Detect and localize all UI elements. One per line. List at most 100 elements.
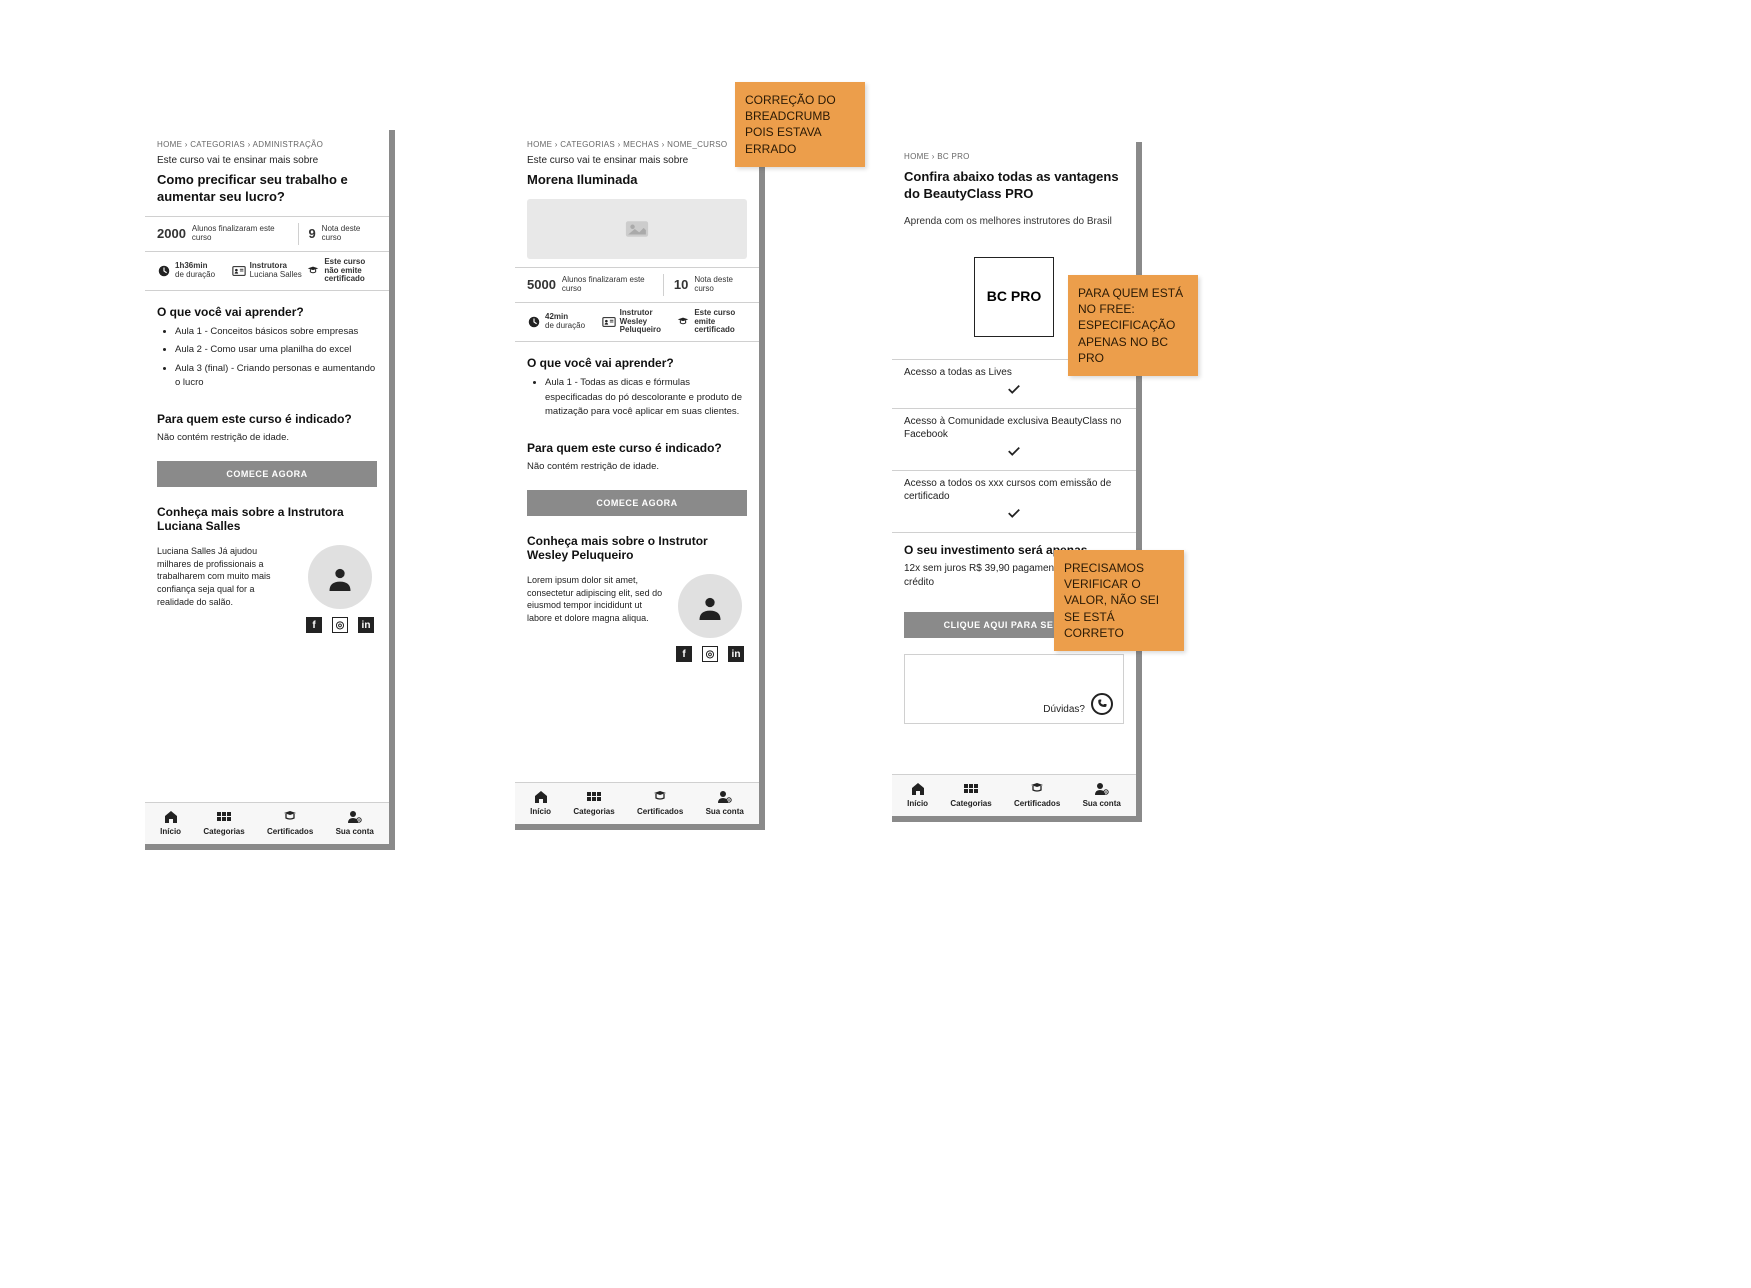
bottom-nav: Início Categorias Certificados Sua conta [892,774,1136,816]
rating-label: Nota deste curso [322,225,377,243]
learn-heading: O que você vai aprender? [145,291,389,325]
grid-icon [216,809,232,825]
linkedin-icon[interactable]: in [728,646,744,662]
grid-icon [586,789,602,805]
instructor-heading: Conheça mais sobre a Instrutora Luciana … [145,495,389,539]
grad-cap-icon [652,789,668,805]
benefit-item: Acesso a todos os xxx cursos com emissão… [892,470,1136,532]
nav-certificates[interactable]: Certificados [1014,781,1060,808]
intro-text: Este curso vai te ensinar mais sobre [145,155,389,170]
facebook-icon[interactable]: f [676,646,692,662]
whatsapp-icon[interactable] [1091,693,1113,715]
lesson-list: Aula 1 - Todas as dicas e fórmulas espec… [515,376,759,431]
audience-text: Não contém restrição de idade. [515,461,759,482]
page-subtitle: Aprenda com os melhores instrutores do B… [892,213,1136,239]
sticky-note[interactable]: CORREÇÃO DO BREADCRUMB POIS ESTAVA ERRAD… [735,82,865,167]
certificate-icon [306,264,320,278]
course-stats: 2000 Alunos finalizaram este curso 9 Not… [145,216,389,252]
instagram-icon[interactable]: ◎ [332,617,348,633]
home-icon [163,809,179,825]
lesson-list: Aula 1 - Conceitos básicos sobre empresa… [145,325,389,402]
bcpro-badge: BC PRO [974,257,1054,337]
instructor-bio: Luciana Salles Já ajudou milhares de pro… [157,545,293,633]
clock-icon [157,264,171,278]
list-item: Aula 3 (final) - Criando personas e aume… [175,362,377,391]
nav-home[interactable]: Início [160,809,181,836]
nav-categories[interactable]: Categorias [203,809,244,836]
avatar [678,574,742,638]
breadcrumb[interactable]: HOME › CATEGORIAS › MECHAS › NOME_CURSO [515,130,759,155]
instructor-icon [602,315,616,329]
start-now-button[interactable]: COMECE AGORA [527,490,747,516]
user-gear-icon [717,789,733,805]
avatar [308,545,372,609]
students-count: 2000 [157,226,186,241]
benefit-item: Acesso à Comunidade exclusiva BeautyClas… [892,408,1136,470]
learn-heading: O que você vai aprender? [515,342,759,376]
certificate-icon [676,315,690,329]
page-title: Confira abaixo todas as vantagens do Bea… [892,167,1136,213]
instructor-box: Luciana Salles Já ajudou milhares de pro… [145,539,389,645]
rating-count: 9 [308,226,315,241]
course-title: Morena Iluminada [515,170,759,199]
grid-icon [963,781,979,797]
sticky-note[interactable]: PRECISAMOS VERIFICAR O VALOR, NÃO SEI SE… [1054,550,1184,651]
user-icon [696,592,724,620]
course-stats: 5000 Alunos finalizaram este curso 10 No… [515,267,759,303]
audience-heading: Para quem este curso é indicado? [145,402,389,432]
user-gear-icon [1094,781,1110,797]
course-image-placeholder [527,199,747,259]
nav-account[interactable]: Sua conta [336,809,374,836]
intro-text: Este curso vai te ensinar mais sobre [515,155,759,170]
image-icon [623,219,651,239]
students-label: Alunos finalizaram este curso [562,276,653,294]
doubts-label: Dúvidas? [1043,704,1085,715]
instructor-box: Lorem ipsum dolor sit amet, consectetur … [515,568,759,674]
social-links: f ◎ in [306,617,374,633]
nav-account[interactable]: Sua conta [1083,781,1121,808]
instructor-heading: Conheça mais sobre o Instrutor Wesley Pe… [515,524,759,568]
nav-account[interactable]: Sua conta [706,789,744,816]
audience-heading: Para quem este curso é indicado? [515,431,759,461]
list-item: Aula 1 - Conceitos básicos sobre empresa… [175,325,377,339]
list-item: Aula 1 - Todas as dicas e fórmulas espec… [545,376,747,419]
home-icon [910,781,926,797]
check-icon [1007,383,1021,397]
nav-home[interactable]: Início [530,789,551,816]
instructor-icon [232,264,246,278]
course-title: Como precificar seu trabalho e aumentar … [145,170,389,216]
start-now-button[interactable]: COMECE AGORA [157,461,377,487]
breadcrumb[interactable]: HOME › BC PRO [892,142,1136,167]
check-icon [1007,507,1021,521]
social-links: f ◎ in [676,646,744,662]
home-icon [533,789,549,805]
rating-count: 10 [674,277,688,292]
doubts-box[interactable]: Dúvidas? [904,654,1124,724]
breadcrumb[interactable]: HOME › CATEGORIAS › ADMINISTRAÇÃO [145,130,389,155]
students-count: 5000 [527,277,556,292]
bottom-nav: Início Categorias Certificados Sua conta [145,802,389,844]
linkedin-icon[interactable]: in [358,617,374,633]
audience-text: Não contém restrição de idade. [145,432,389,453]
rating-label: Nota deste curso [694,276,747,294]
clock-icon [527,315,541,329]
bcpro-screen: HOME › BC PRO Confira abaixo todas as va… [892,142,1142,822]
nav-certificates[interactable]: Certificados [267,809,313,836]
instagram-icon[interactable]: ◎ [702,646,718,662]
grad-cap-icon [282,809,298,825]
sticky-note[interactable]: PARA QUEM ESTÁ NO FREE: ESPECIFICAÇÃO AP… [1068,275,1198,376]
nav-home[interactable]: Início [907,781,928,808]
instructor-bio: Lorem ipsum dolor sit amet, consectetur … [527,574,663,662]
nav-categories[interactable]: Categorias [573,789,614,816]
course-meta: 42minde duração InstrutorWesley Peluquei… [515,303,759,342]
nav-categories[interactable]: Categorias [950,781,991,808]
bottom-nav: Início Categorias Certificados Sua conta [515,782,759,824]
benefit-text: Acesso à Comunidade exclusiva BeautyClas… [904,415,1124,441]
check-icon [1007,445,1021,459]
students-label: Alunos finalizaram este curso [192,225,288,243]
user-icon [326,563,354,591]
course-detail-screen-1: HOME › CATEGORIAS › ADMINISTRAÇÃO Este c… [145,130,395,850]
facebook-icon[interactable]: f [306,617,322,633]
nav-certificates[interactable]: Certificados [637,789,683,816]
list-item: Aula 2 - Como usar uma planilha do excel [175,343,377,357]
